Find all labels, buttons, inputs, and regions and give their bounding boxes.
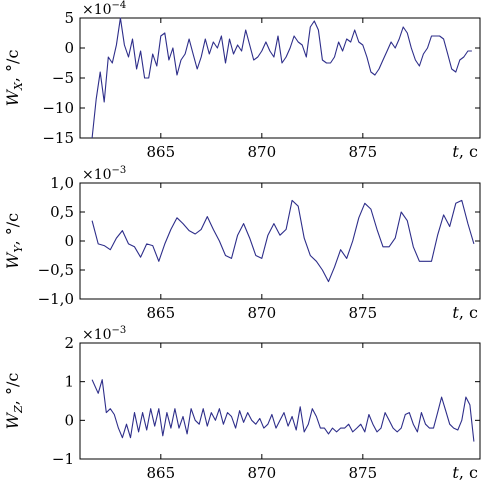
y-tick-label: −1 [52, 450, 74, 468]
x-axis-unit: , c [459, 303, 478, 322]
series-line [91, 379, 475, 442]
y-tick-label: −10 [42, 99, 74, 117]
y-tick-label: −15 [42, 129, 74, 147]
plot-frame [79, 182, 481, 300]
x-axis-label: t, c [452, 303, 478, 322]
scale-factor: ×10−3 [82, 325, 126, 343]
y-axis-var: W [3, 88, 22, 106]
y-tick-label: 1,0 [50, 174, 74, 192]
x-tick-label: 865 [146, 143, 175, 161]
y-tick-label: 0 [64, 232, 74, 250]
x-axis-var: t [452, 303, 459, 322]
y-axis-label: WZ, °/c [3, 373, 25, 430]
y-axis-subscript: Y [12, 244, 25, 253]
x-tick-label: 875 [349, 304, 378, 322]
y-tick-label: −5 [52, 69, 74, 87]
y-tick-label: 1 [64, 373, 74, 391]
x-tick-label: 875 [349, 143, 378, 161]
y-tick-label: 0 [64, 411, 74, 429]
y-tick-label: 5 [64, 9, 74, 27]
chart-panel-1: 5 0 −5 −10 −15 865 870 875 ×10−4 t, c WX, °/c [3, 0, 481, 161]
scale-factor: ×10−4 [82, 0, 126, 18]
y-axis-subscript: X [12, 81, 25, 91]
y-axis-var: W [3, 251, 22, 269]
scale-exponent: −4 [112, 0, 127, 11]
x-axis-label: t, c [452, 142, 478, 161]
y-tick-label: −1,0 [38, 290, 74, 308]
x-tick-label: 870 [247, 304, 276, 322]
scale-exponent: −3 [112, 325, 127, 336]
scale-exponent: −3 [112, 165, 127, 176]
y-axis-unit: , °/c [3, 50, 22, 83]
y-axis-unit: , °/c [3, 213, 22, 246]
scale-base: ×10 [82, 327, 112, 343]
chart-panel-2: 1,0 0,5 0 −0,5 −1,0 865 870 875 ×10−3 t, c WY, °/c [3, 165, 481, 322]
scale-base: ×10 [82, 2, 112, 18]
y-axis-subscript: Z [12, 405, 25, 414]
y-tick-label: 0 [64, 39, 74, 57]
plot-frame [79, 17, 481, 139]
x-axis-unit: , c [459, 142, 478, 161]
y-tick-label: 0,5 [50, 203, 74, 221]
x-axis-var: t [452, 463, 459, 482]
plot-frame [79, 342, 481, 460]
series-line [91, 199, 475, 283]
x-tick-label: 865 [146, 464, 175, 482]
x-axis-label: t, c [452, 463, 478, 482]
chart-panel-3: 2 1 0 −1 865 870 875 ×10−3 t, c WZ, °/c [3, 325, 481, 482]
y-axis-var: W [3, 411, 22, 429]
x-axis-unit: , c [459, 463, 478, 482]
scale-base: ×10 [82, 167, 112, 183]
series-line [91, 17, 472, 139]
y-tick-label: −0,5 [38, 261, 74, 279]
x-axis-var: t [452, 142, 459, 161]
x-tick-label: 875 [349, 464, 378, 482]
y-axis-label: WY, °/c [3, 213, 25, 269]
x-tick-label: 865 [146, 304, 175, 322]
x-tick-label: 870 [247, 464, 276, 482]
y-tick-label: 2 [64, 334, 74, 352]
x-tick-label: 870 [247, 143, 276, 161]
y-axis-unit: , °/c [3, 373, 22, 406]
y-axis-label: WX, °/c [3, 50, 25, 107]
scale-factor: ×10−3 [82, 165, 126, 183]
